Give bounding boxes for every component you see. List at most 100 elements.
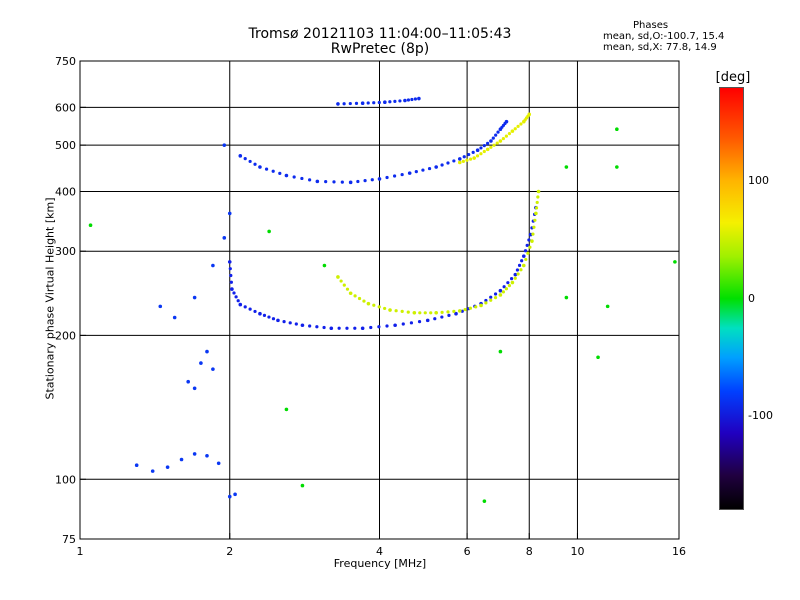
- data-point: [482, 144, 486, 148]
- data-point: [452, 159, 456, 163]
- data-point: [507, 284, 512, 288]
- data-point: [479, 152, 483, 156]
- data-point: [248, 159, 252, 164]
- data-point: [243, 305, 247, 309]
- data-point: [393, 99, 397, 103]
- data-points: [88, 96, 677, 503]
- data-point: [493, 295, 498, 300]
- data-point: [372, 303, 376, 307]
- data-point: [385, 175, 389, 180]
- x-tick-label: 8: [526, 545, 533, 558]
- series-o-mode-upper: [238, 119, 509, 185]
- data-point: [336, 102, 340, 106]
- data-point: [615, 165, 619, 169]
- y-tick-label: 100: [55, 473, 76, 486]
- data-point: [243, 157, 247, 161]
- data-point: [519, 122, 523, 126]
- data-point: [227, 211, 232, 216]
- data-point: [492, 143, 496, 147]
- data-point: [360, 101, 365, 106]
- y-tick-label: 500: [55, 139, 76, 152]
- x-tick-label: 1: [77, 545, 84, 558]
- data-point: [440, 315, 444, 319]
- data-point: [407, 171, 412, 175]
- x-tick-label: 16: [672, 545, 686, 558]
- colorbar-tick-label: 100: [748, 174, 769, 187]
- data-point: [324, 180, 328, 184]
- data-point: [192, 386, 197, 391]
- data-point: [388, 308, 392, 312]
- data-point: [510, 129, 515, 133]
- data-point: [134, 463, 139, 468]
- data-point: [264, 167, 269, 171]
- data-point: [353, 294, 357, 298]
- colorbar-tick-label: -100: [748, 409, 773, 422]
- data-point: [345, 326, 349, 330]
- data-point: [513, 272, 518, 277]
- data-point: [211, 263, 215, 268]
- data-point: [377, 325, 381, 329]
- data-point: [336, 275, 340, 279]
- y-tick-labels: 75 100 200 300 400 500 600 750: [55, 55, 86, 546]
- data-point: [425, 318, 430, 323]
- data-point: [475, 148, 480, 153]
- phase-stats: Phases mean, sd,O:-100.7, 15.4 mean, sd,…: [603, 20, 724, 53]
- data-point: [457, 157, 462, 161]
- data-point: [474, 305, 478, 309]
- data-point: [410, 97, 414, 102]
- data-point: [434, 310, 438, 315]
- data-point: [345, 287, 350, 291]
- data-point: [493, 292, 498, 296]
- data-point: [356, 179, 360, 184]
- data-point: [457, 309, 462, 313]
- data-point: [413, 97, 418, 101]
- data-point: [467, 152, 471, 157]
- data-point: [238, 302, 243, 307]
- data-point: [446, 161, 450, 165]
- data-point: [284, 407, 289, 412]
- data-point: [205, 453, 209, 458]
- y-tick-label: 400: [55, 185, 76, 198]
- series-isolated-points: [88, 127, 677, 503]
- data-point: [262, 313, 267, 317]
- data-point: [498, 288, 503, 293]
- data-point: [406, 98, 411, 102]
- data-point: [329, 326, 334, 331]
- data-point: [414, 170, 418, 174]
- data-point: [228, 267, 232, 271]
- phase-stats-o: mean, sd,O:-100.7, 15.4: [603, 31, 725, 42]
- data-point: [393, 323, 397, 328]
- data-point: [452, 309, 456, 313]
- data-point: [258, 311, 262, 316]
- data-point: [509, 277, 514, 281]
- data-point: [236, 299, 240, 303]
- data-point: [377, 177, 382, 181]
- data-point: [440, 163, 444, 167]
- x-tick-label: 6: [464, 545, 471, 558]
- data-point: [332, 180, 336, 184]
- data-point: [494, 133, 498, 137]
- data-point: [229, 280, 233, 284]
- data-point: [308, 178, 312, 182]
- data-point: [502, 285, 506, 289]
- data-point: [507, 132, 512, 136]
- data-point: [357, 296, 362, 301]
- data-point: [267, 315, 271, 319]
- data-point: [308, 324, 312, 328]
- data-point: [491, 136, 495, 140]
- data-point: [434, 165, 438, 169]
- data-point: [615, 127, 619, 131]
- data-point: [406, 310, 410, 314]
- data-point: [536, 195, 540, 199]
- data-point: [348, 291, 353, 296]
- data-point: [300, 176, 304, 181]
- data-point: [605, 304, 610, 309]
- data-point: [400, 309, 404, 314]
- data-point: [520, 259, 524, 263]
- data-point: [447, 313, 451, 317]
- data-point: [278, 171, 282, 175]
- data-point: [489, 298, 493, 302]
- data-point: [322, 325, 326, 330]
- data-point: [523, 249, 528, 253]
- data-point: [400, 172, 404, 177]
